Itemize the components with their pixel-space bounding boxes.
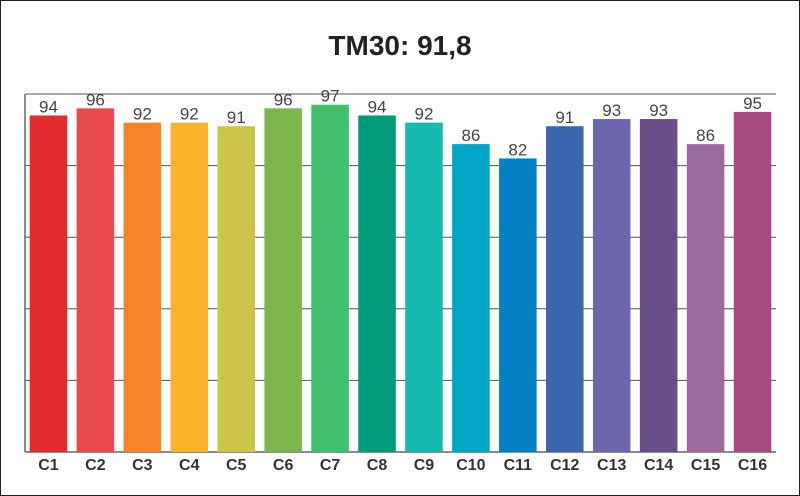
- category-label: C1: [38, 457, 59, 474]
- data-label: 96: [86, 90, 105, 109]
- bar-c14: [639, 119, 678, 452]
- category-label: C5: [226, 457, 247, 474]
- bar-c12: [546, 126, 584, 452]
- category-label: C13: [597, 457, 626, 474]
- bar-c11: [499, 158, 537, 452]
- bar-c3: [123, 122, 162, 452]
- data-label: 93: [649, 101, 668, 120]
- data-label: 97: [321, 87, 340, 106]
- bar-c16: [733, 111, 772, 453]
- data-label: 94: [39, 97, 58, 116]
- bar-c7: [311, 104, 349, 453]
- data-label: 95: [743, 94, 762, 113]
- category-label: C9: [414, 457, 435, 474]
- category-label: C7: [320, 457, 341, 474]
- category-label: C3: [132, 457, 153, 474]
- data-label: 86: [696, 126, 715, 145]
- data-label: 94: [368, 97, 387, 116]
- category-label: C14: [644, 457, 673, 474]
- category-label: C11: [504, 457, 533, 474]
- data-label: 92: [180, 105, 199, 124]
- category-label: C6: [273, 457, 294, 474]
- bar-c15: [686, 144, 725, 452]
- data-label: 93: [602, 101, 621, 120]
- data-label: 92: [133, 105, 152, 124]
- category-label: C12: [550, 457, 579, 474]
- category-label: C15: [691, 457, 720, 474]
- category-label: C8: [367, 457, 388, 474]
- bar-c9: [405, 122, 443, 452]
- data-label: 91: [227, 108, 246, 127]
- data-label: 86: [461, 126, 480, 145]
- category-label: C4: [179, 457, 200, 474]
- bar-c5: [217, 126, 255, 452]
- category-label: C10: [456, 457, 485, 474]
- bar-c13: [592, 119, 631, 452]
- bar-c10: [452, 144, 490, 452]
- bar-c4: [170, 122, 209, 452]
- bar-c8: [358, 115, 396, 452]
- bar-c2: [76, 108, 115, 452]
- chart-title: TM30: 91,8: [328, 30, 472, 61]
- data-label: 91: [555, 108, 574, 127]
- bar-c6: [264, 108, 302, 452]
- data-label: 82: [508, 140, 527, 159]
- data-label: 96: [274, 90, 293, 109]
- category-label: C2: [85, 457, 106, 474]
- data-label: 92: [415, 105, 434, 124]
- bar-c1: [29, 115, 68, 452]
- category-label: C16: [738, 457, 767, 474]
